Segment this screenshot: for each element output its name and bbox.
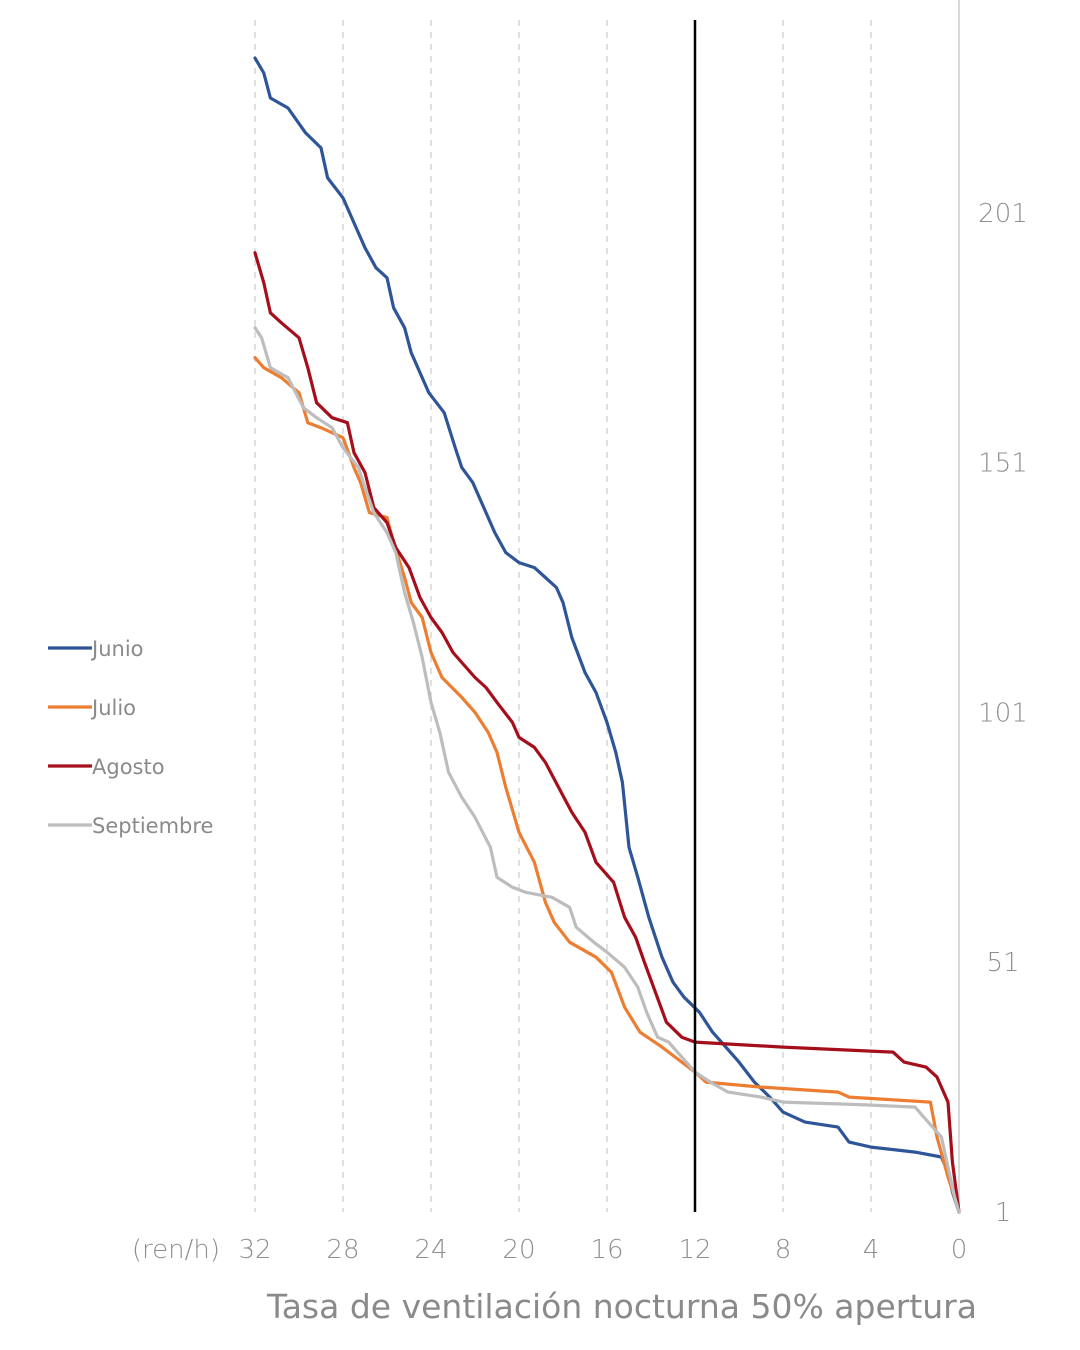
legend-label: Agosto bbox=[92, 755, 165, 779]
grid bbox=[254, 0, 960, 1212]
legend-label: Junio bbox=[90, 637, 144, 661]
series-line-julio bbox=[253, 356, 961, 1214]
legend: Junio Julio Agosto Septiembre bbox=[48, 637, 213, 838]
x-tick-label: 0 bbox=[951, 1235, 968, 1265]
y-tick-label: 101 bbox=[978, 698, 1028, 728]
x-unit-label: (ren/h) bbox=[132, 1235, 220, 1265]
x-tick-label: 20 bbox=[502, 1235, 535, 1265]
x-tick-label: 24 bbox=[414, 1235, 447, 1265]
y-tick-label: 1 bbox=[995, 1198, 1012, 1228]
y-tick-label: 51 bbox=[986, 948, 1019, 978]
x-tick-label: 28 bbox=[326, 1235, 359, 1265]
x-tick-label: 12 bbox=[678, 1235, 711, 1265]
y-tick-label: 201 bbox=[978, 199, 1028, 229]
plot-area bbox=[253, 56, 961, 1214]
series-line-agosto bbox=[253, 251, 961, 1214]
y-tick-label: 151 bbox=[978, 449, 1028, 479]
x-tick-label: 32 bbox=[238, 1235, 271, 1265]
legend-label: Septiembre bbox=[92, 814, 213, 838]
x-tick-label: 8 bbox=[775, 1235, 792, 1265]
legend-label: Julio bbox=[90, 696, 136, 720]
series-line-junio bbox=[253, 56, 961, 1214]
x-axis-title: Tasa de ventilación nocturna 50% apertur… bbox=[266, 1287, 977, 1326]
x-tick-label: 4 bbox=[863, 1235, 880, 1265]
x-tick-label: 16 bbox=[590, 1235, 623, 1265]
x-axis: 32 28 24 20 16 12 8 4 0 bbox=[238, 1235, 967, 1265]
series-line-septiembre bbox=[253, 326, 961, 1214]
